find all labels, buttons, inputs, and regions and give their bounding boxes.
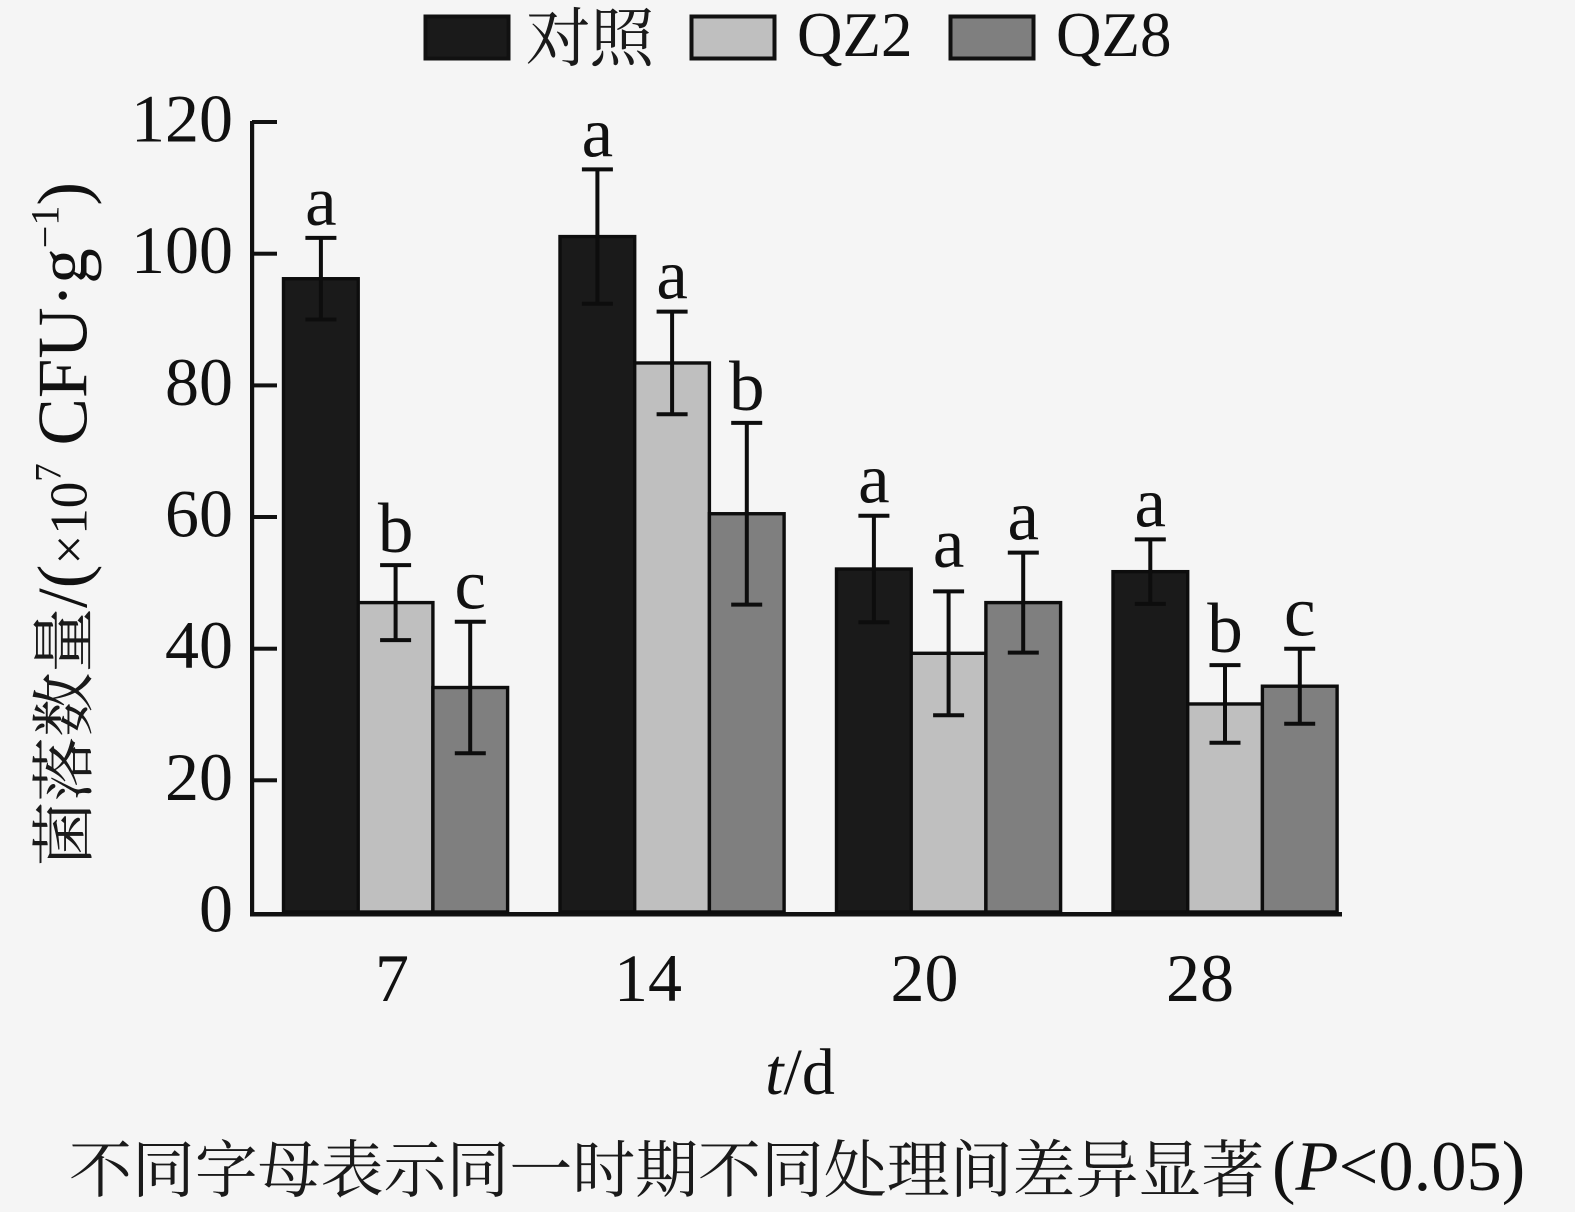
svg-text:b: b xyxy=(378,490,414,568)
svg-text:0: 0 xyxy=(199,871,233,947)
svg-text:/(×107 CFU·g−1): /(×107 CFU·g−1) xyxy=(23,182,103,608)
svg-text:a: a xyxy=(305,163,337,241)
svg-text:c: c xyxy=(1284,574,1316,652)
svg-text:a: a xyxy=(656,237,688,315)
svg-text:a: a xyxy=(858,441,890,519)
svg-text:b: b xyxy=(729,348,765,426)
svg-text:(P<0.05): (P<0.05) xyxy=(1272,1128,1525,1206)
svg-text:20: 20 xyxy=(165,739,233,815)
svg-text:40: 40 xyxy=(165,607,233,683)
svg-text:60: 60 xyxy=(165,476,233,552)
svg-text:c: c xyxy=(454,547,486,625)
svg-text:7: 7 xyxy=(375,940,409,1016)
svg-text:14: 14 xyxy=(614,940,682,1016)
svg-text:100: 100 xyxy=(131,212,233,288)
svg-text:20: 20 xyxy=(891,940,959,1016)
svg-text:QZ2: QZ2 xyxy=(797,0,912,70)
svg-text:a: a xyxy=(582,94,614,172)
svg-text:b: b xyxy=(1207,590,1243,668)
svg-text:QZ8: QZ8 xyxy=(1056,0,1171,70)
svg-text:28: 28 xyxy=(1166,940,1234,1016)
svg-text:80: 80 xyxy=(165,344,233,420)
svg-text:120: 120 xyxy=(131,81,233,157)
svg-text:a: a xyxy=(1007,478,1039,556)
svg-text:a: a xyxy=(1135,464,1167,542)
svg-text:a: a xyxy=(933,505,965,583)
svg-text:t/d: t/d xyxy=(765,1036,835,1109)
